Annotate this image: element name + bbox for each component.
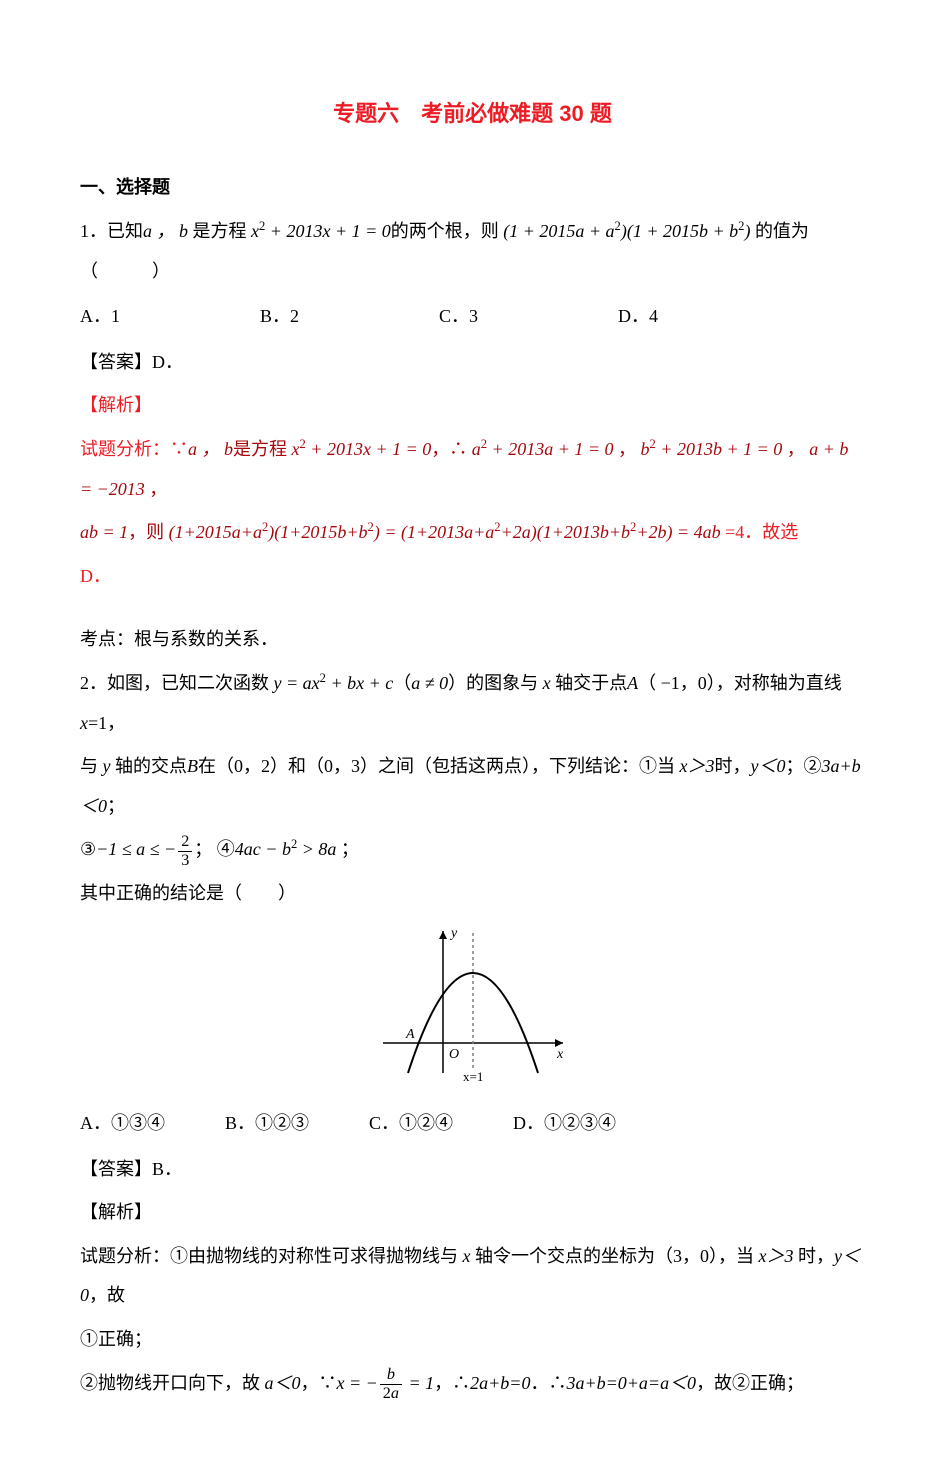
q2-equation-1: y = ax2 + bx + c [274, 673, 394, 693]
analysis-2-eq-sym: x = −b2a = 1 [337, 1373, 435, 1393]
q1-option-a: A．1 [80, 297, 120, 337]
q2-text: 时， [715, 756, 751, 776]
q2-ineq1: −1 ≤ a ≤ −23 [96, 839, 194, 859]
q2-option-d: D．①②③④ [513, 1104, 616, 1144]
q1-options: A．1 B．2 C．3 D．4 [80, 297, 865, 337]
q2-text: ③ [80, 839, 96, 859]
analysis-2-line-1: 试题分析：①由抛物线的对称性可求得抛物线与 x 轴令一个交点的坐标为（3，0），… [80, 1237, 865, 1316]
q2-options: A．①③④ B．①②③ C．①②④ D．①②③④ [80, 1104, 865, 1144]
analysis-1-text: ，∴ [431, 439, 467, 459]
analysis-2-text: 轴令一个交点的坐标为（3，0），当 [475, 1246, 754, 1266]
analysis-1-label: 【解析】 [80, 386, 865, 426]
q2-option-c: C．①②④ [369, 1104, 453, 1144]
analysis-1-prefix: 试题分析：∵ [80, 439, 188, 459]
analysis-2-line-3: ②抛物线开口向下，故 a＜0，∵x = −b2a = 1，∴2a+b=0．∴3a… [80, 1364, 865, 1404]
kaodian-1: 考点：根与系数的关系． [80, 620, 865, 660]
y-axis-arrow [439, 931, 447, 939]
analysis-1-eq4: a2 + 2013a + 1 = 0 [472, 439, 614, 459]
analysis-1-text: 是方程 [233, 439, 287, 459]
q1-text: 是方程 [188, 221, 247, 241]
analysis-2-text: ，故②正确； [696, 1373, 804, 1393]
analysis-2-text: 试题分析：①由抛物线的对称性可求得抛物线与 [80, 1246, 458, 1266]
q2-text: 2．如图，已知二次函数 [80, 673, 269, 693]
q2-cond1: x＞3 [675, 756, 715, 776]
parabola-svg: y x A O x=1 [373, 923, 573, 1083]
analysis-1-eq3: x2 + 2013x + 1 = 0 [292, 439, 432, 459]
q1-text: 的两个根，则 [391, 221, 499, 241]
q1-vars: a ， b [143, 221, 188, 241]
q2-sym: x [80, 713, 88, 733]
q2-text: ；② [786, 756, 822, 776]
answer-1: 【答案】D． [80, 343, 865, 383]
analysis-1-eq7: (1+2015a+a2)(1+2015b+b2) = (1+2013a+a2+2… [169, 522, 721, 542]
q1-equation-2: (1 + 2015a + a2)(1 + 2015b + b2) [503, 221, 750, 241]
analysis-2-cond1: x＞3 [754, 1246, 794, 1266]
analysis-2-label: 【解析】 [80, 1193, 865, 1233]
analysis-2-eq8: 2a+b=0 [470, 1373, 530, 1393]
analysis-1-line-3: D． [80, 557, 865, 597]
x-label: x [556, 1047, 564, 1062]
q2-text: ； ④ [194, 839, 235, 859]
analysis-2-cond3: a＜0 [260, 1373, 301, 1393]
q2-cond2: y＜0 [751, 756, 786, 776]
question-2-line-4: 其中正确的结论是（ ） [80, 874, 865, 914]
question-1: 1．已知a ， b 是方程 x2 + 2013x + 1 = 0的两个根，则 (… [80, 212, 865, 291]
sym-label: x=1 [463, 1069, 483, 1083]
q2-var-x: x [538, 673, 555, 693]
q1-option-d: D．4 [618, 297, 658, 337]
analysis-2-text: ．∴ [530, 1373, 566, 1393]
q1-option-b: B．2 [260, 297, 299, 337]
q2-text: ； [107, 796, 125, 816]
q2-equation-2: a ≠ 0 [411, 673, 448, 693]
o-label: O [449, 1047, 459, 1062]
q2-ineq2: 4ac − b2 > 8a [235, 839, 337, 859]
q2-text: （ [393, 673, 411, 693]
analysis-1-text: ，则 [128, 522, 164, 542]
q2-var-y: y [98, 756, 115, 776]
page-title: 专题六 考前必做难题 30 题 [80, 90, 865, 138]
q2-option-a: A．①③④ [80, 1104, 165, 1144]
parabola-graph: y x A O x=1 [80, 923, 865, 1098]
analysis-2-text: ，故 [89, 1285, 125, 1305]
q2-text: （ −1，0），对称轴为直线 [638, 673, 842, 693]
analysis-2-line-2: ①正确； [80, 1320, 865, 1360]
q2-text: ）的图象与 [448, 673, 538, 693]
analysis-2-text: 时， [794, 1246, 835, 1266]
a-label: A [405, 1027, 415, 1042]
analysis-1-result: =4．故选 [725, 522, 798, 542]
analysis-1-vars: a ， b [188, 439, 233, 459]
q2-text: 轴的交点 [115, 756, 187, 776]
q2-text: ； [336, 839, 359, 859]
analysis-2-text: ，∴ [434, 1373, 470, 1393]
question-2-line-3: ③−1 ≤ a ≤ −23； ④4ac − b2 > 8a ； [80, 830, 865, 870]
q1-option-c: C．3 [439, 297, 478, 337]
q2-text: 轴交于点 [555, 673, 627, 693]
analysis-1-line-1: 试题分析：∵a ， b是方程 x2 + 2013x + 1 = 0，∴ a2 +… [80, 430, 865, 509]
q1-equation-1: x2 + 2013x + 1 = 0 [251, 221, 391, 241]
q2-option-b: B．①②③ [225, 1104, 309, 1144]
analysis-2-var-x: x [458, 1246, 475, 1266]
q2-text: 与 [80, 756, 98, 776]
q2-text: =1， [88, 713, 125, 733]
analysis-2-eq9: 3a+b=0+a=a＜0 [566, 1373, 696, 1393]
y-label: y [449, 926, 458, 941]
section-header-1: 一、选择题 [80, 168, 865, 208]
analysis-1-ab: ab = 1 [80, 522, 128, 542]
q2-point-a: A [627, 673, 638, 693]
analysis-2-text: ②抛物线开口向下，故 [80, 1373, 260, 1393]
analysis-1-line-2: ab = 1，则 (1+2015a+a2)(1+2015b+b2) = (1+2… [80, 513, 865, 553]
analysis-1-eq5: b2 + 2013b + 1 = 0 [641, 439, 783, 459]
document-page: 专题六 考前必做难题 30 题 一、选择题 1．已知a ， b 是方程 x2 +… [0, 0, 945, 1467]
answer-2: 【答案】B． [80, 1150, 865, 1190]
q2-text: 在（0，2）和（0，3）之间（包括这两点），下列结论：①当 [198, 756, 675, 776]
q1-text: 1．已知 [80, 221, 143, 241]
question-2-line-2: 与 y 轴的交点B在（0，2）和（0，3）之间（包括这两点），下列结论：①当 x… [80, 747, 865, 826]
x-axis-arrow [555, 1039, 563, 1047]
q2-point-b: B [187, 756, 198, 776]
question-2-line-1: 2．如图，已知二次函数 y = ax2 + bx + c（a ≠ 0）的图象与 … [80, 664, 865, 743]
analysis-2-text: ，∵ [301, 1373, 337, 1393]
